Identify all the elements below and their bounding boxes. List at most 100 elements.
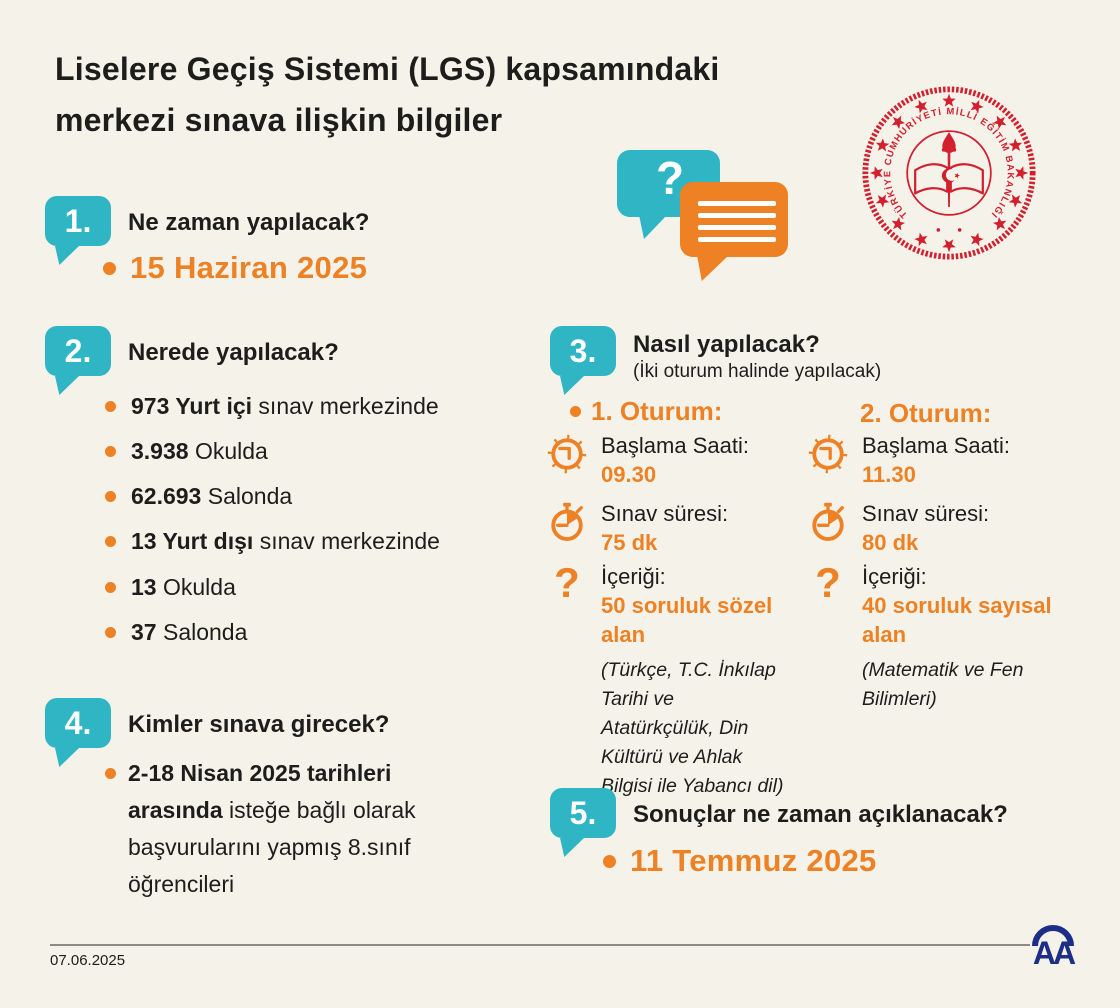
session-2-title: 2. Oturum: (860, 398, 992, 428)
session-1-title-row: 1. Oturum: (570, 396, 722, 427)
list-item-label: Okulda (156, 574, 236, 600)
bullet-dot-icon (105, 582, 116, 593)
page-title: Liselere Geçiş Sistemi (LGS) kapsamındak… (55, 44, 719, 146)
session-2-content-text: İçeriği: 40 soruluk sayısal alan (Matema… (862, 563, 1052, 714)
section-3-subheading: (İki oturum halinde yapılacak) (633, 361, 882, 382)
section-5-badge: 5. (550, 788, 616, 838)
session-1-title: 1. Oturum: (591, 396, 723, 426)
list-item-text: 13 Yurt dışı sınav merkezinde (131, 528, 440, 555)
list-item-text: 13 Okulda (131, 574, 236, 601)
section-4-badge: 4. (45, 698, 111, 748)
start-time-label: Başlama Saati: (862, 433, 1010, 458)
session-2-start-row: Başlama Saati: 11.30 (806, 432, 1052, 489)
list-item-label: sınav merkezinde (253, 528, 440, 554)
bullet-dot-icon (105, 401, 116, 412)
seal-dot (957, 228, 962, 232)
stopwatch-icon (545, 500, 589, 557)
footer-date: 07.06.2025 (50, 952, 126, 969)
chat-bubble-orange-tail-icon (697, 255, 729, 281)
clock-icon (545, 432, 589, 489)
bullet-dot-icon (105, 627, 116, 638)
session-1-content-row: ? İçeriği: 50 soruluk sözel alan (Türkçe… (545, 559, 791, 801)
list-item-text: 3.938 Okulda (131, 438, 268, 465)
section-4-number: 4. (64, 704, 92, 741)
list-item: 13 Okulda (105, 574, 236, 601)
session-1-duration-text: Sınav süresi: 75 dk (601, 500, 728, 557)
chat-text-line-icon (698, 225, 776, 230)
list-item: 62.693 Salonda (105, 483, 292, 510)
session-1-start-row: Başlama Saati: 09.30 (545, 432, 791, 489)
content-value: 50 soruluk sözel alan (601, 593, 773, 647)
duration-label: Sınav süresi: (862, 501, 990, 526)
section-5-heading: Sonuçlar ne zaman açıklanacak? (633, 801, 1008, 828)
seal-torch-book-emblem (914, 132, 984, 207)
list-item: 973 Yurt içi sınav merkezinde (105, 393, 439, 420)
bullet-dot-icon (570, 406, 581, 417)
list-item: 37 Salonda (105, 619, 247, 646)
duration-label: Sınav süresi: (601, 501, 729, 526)
aa-agency-logo: AA (1032, 925, 1079, 968)
section-4-bold-text: 2-18 Nisan 2025 tarihleri arasında (128, 760, 392, 823)
start-time-label: Başlama Saati: (601, 433, 749, 458)
session-1-content-text: İçeriği: 50 soruluk sözel alan (Türkçe, … (601, 563, 791, 801)
bullet-dot-icon (105, 536, 116, 547)
duration-value: 75 dk (601, 530, 658, 555)
section-4-heading: Kimler sınava girecek? (128, 711, 390, 738)
list-item-value: 973 Yurt içi (131, 393, 253, 419)
list-item: 3.938 Okulda (105, 438, 268, 465)
chat-text-line-icon (698, 237, 776, 242)
aa-logo-letters: AA (1033, 935, 1076, 968)
list-item-label: Salonda (156, 619, 248, 645)
section-1-heading: Ne zaman yapılacak? (128, 209, 370, 236)
section-4-rest-text: isteğe bağlı olarak başvurularını yapmış… (128, 797, 416, 897)
session-2-content-row: ? İçeriği: 40 soruluk sayısal alan (Mate… (806, 562, 1052, 714)
bullet-dot-icon (105, 491, 116, 502)
list-item-text: 973 Yurt içi sınav merkezinde (131, 393, 439, 420)
seal-inner-ring (906, 130, 992, 216)
content-label: İçeriği: (601, 564, 666, 589)
meb-ministry-seal-logo: TÜRKİYE CUMHURİYETİ MİLLİ EĞİTİM BAKANLI… (862, 86, 1036, 260)
start-time-value: 09.30 (601, 462, 657, 487)
content-value: 40 soruluk sayısal alan (862, 593, 1052, 647)
chat-text-line-icon (698, 213, 776, 218)
clock-icon (806, 432, 850, 489)
section-5-number: 5. (569, 794, 597, 831)
section-5-answer-text: 11 Temmuz 2025 (630, 843, 877, 878)
bullet-dot-icon (105, 768, 116, 779)
session-2-duration-row: Sınav süresi: 80 dk (806, 500, 1052, 557)
content-label: İçeriği: (862, 564, 927, 589)
footer-divider (50, 944, 1030, 946)
start-time-value: 11.30 (862, 462, 916, 487)
list-item-label: Salonda (201, 483, 293, 509)
section-1-answer-text: 15 Haziran 2025 (130, 250, 368, 285)
section-3-badge: 3. (550, 326, 616, 376)
list-item: 13 Yurt dışı sınav merkezinde (105, 528, 440, 555)
list-item-value: 13 Yurt dışı (131, 528, 254, 554)
seal-dot (936, 228, 941, 232)
duration-value: 80 dk (862, 530, 919, 555)
section-2-badge: 2. (45, 326, 111, 376)
stopwatch-icon (806, 500, 850, 557)
question-mark-icon: ? (655, 152, 685, 204)
seal-rope-ring (862, 86, 1036, 260)
session-1-start-text: Başlama Saati: 09.30 (601, 432, 749, 489)
chat-bubble-orange-icon (680, 182, 788, 257)
section-5-answer: 11 Temmuz 2025 (603, 843, 877, 879)
list-item-text: 62.693 Salonda (131, 483, 292, 510)
page-title-line1: Liselere Geçiş Sistemi (LGS) kapsamındak… (55, 51, 720, 87)
list-item-value: 3.938 (131, 438, 189, 464)
list-item-value: 37 (131, 619, 157, 645)
section-3-number: 3. (569, 332, 597, 369)
session-2-start-text: Başlama Saati: 11.30 (862, 432, 1010, 489)
list-item-value: 62.693 (131, 483, 202, 509)
list-item-label: Okulda (188, 438, 268, 464)
section-1-number: 1. (64, 202, 92, 239)
section-1-answer: 15 Haziran 2025 (103, 250, 367, 286)
section-2-number: 2. (64, 332, 92, 369)
session-2-duration-text: Sınav süresi: 80 dk (862, 500, 989, 557)
section-3-heading: Nasıl yapılacak? (633, 331, 820, 358)
question-mark-icon: ? (554, 559, 580, 606)
bullet-dot-icon (103, 261, 116, 275)
list-item-text: 37 Salonda (131, 619, 247, 646)
